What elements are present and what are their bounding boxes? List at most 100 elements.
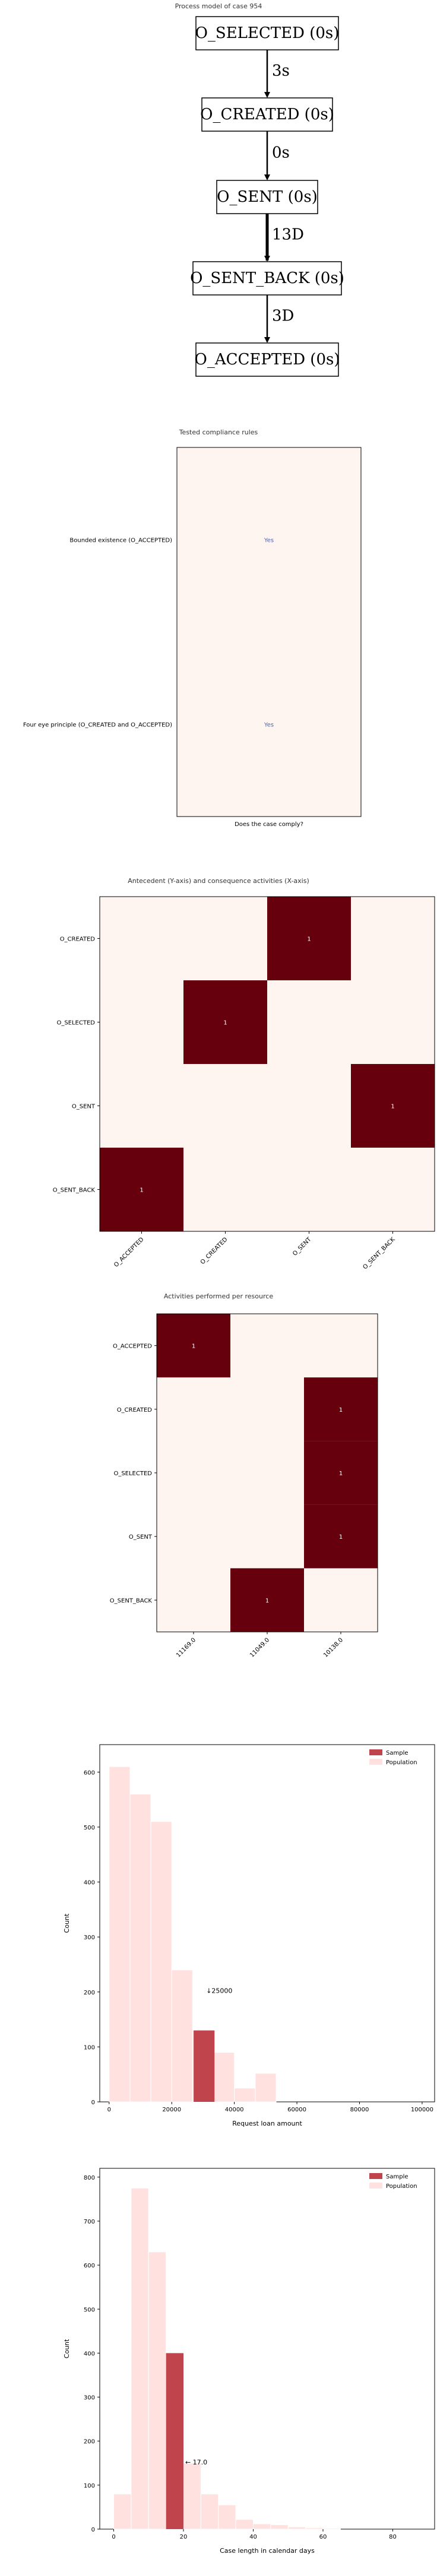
resource-col-label: 11169.0 [175, 1637, 197, 1659]
resource-cell-value: 1 [339, 1470, 343, 1477]
length-population-bar [200, 2494, 219, 2530]
length-x-tick-label: 20 [180, 2534, 188, 2540]
antecedent-col-label: O_SENT [292, 1236, 313, 1257]
resource-cell [157, 1314, 230, 1378]
loan-y-tick-label: 200 [84, 1990, 95, 1996]
length-population-bar [218, 2504, 236, 2530]
antecedent-title: Antecedent (Y-axis) and consequence acti… [128, 877, 309, 885]
loan-y-label: Count [63, 1913, 71, 1933]
loan-population-bar [150, 1821, 172, 2102]
resource-cell [304, 1504, 378, 1568]
antecedent-frame [99, 896, 435, 1232]
loan-legend-label: Sample [386, 1750, 408, 1756]
compliance-row-label: Four eye principle (O_CREATED and O_ACCE… [23, 722, 172, 729]
antecedent-cell-value: 1 [307, 936, 311, 943]
length-y-tick-label: 500 [84, 2307, 95, 2313]
antecedent-cell [100, 1148, 183, 1231]
compliance-title: Tested compliance rules [179, 428, 258, 436]
process-node-label: O_ACCEPTED (0s) [195, 351, 340, 369]
antecedent-col-label: O_CREATED [200, 1236, 229, 1266]
length-sample-bar [166, 2353, 183, 2529]
length-y-tick-label: 300 [84, 2395, 95, 2402]
process-edge-label: 3s [272, 62, 290, 80]
length-y-tick-label: 0 [91, 2527, 95, 2533]
process-node-box [195, 16, 339, 50]
process-node-label: O_SELECTED (0s) [195, 24, 340, 42]
length-legend-swatch-population [369, 2183, 382, 2189]
length-population-bar [183, 2463, 201, 2530]
antecedent-row-label: O_SELECTED [56, 1020, 95, 1027]
loan-legend-swatch-sample [369, 1749, 382, 1755]
process-node-box [192, 261, 342, 296]
compliance-cell-value: Yes [264, 722, 274, 729]
loan-x-tick-label: 80000 [350, 2107, 369, 2113]
resource-cell [230, 1568, 304, 1632]
compliance-plot-area [176, 447, 362, 817]
resource-row-label: O_SENT [129, 1534, 153, 1540]
process-node-label: O_CREATED (0s) [200, 106, 334, 123]
length-population-bar [253, 2523, 271, 2530]
length-x-label: Case length in calendar days [220, 2547, 315, 2555]
loan-legend-swatch-population [369, 1759, 382, 1765]
loan-population-bar [109, 1766, 131, 2102]
resource-row-label: O_SELECTED [113, 1470, 152, 1477]
length-y-tick-label: 400 [84, 2351, 95, 2357]
resource-row-label: O_CREATED [117, 1407, 153, 1414]
resource-row-label: O_SENT_BACK [110, 1597, 153, 1604]
resource-cell-value: 1 [339, 1407, 343, 1414]
loan-legend-label: Population [386, 1759, 417, 1766]
length-legend-label: Population [386, 2183, 417, 2190]
resource-cell-value: 1 [265, 1597, 269, 1604]
antecedent-cell [267, 897, 351, 980]
loan-y-tick-label: 600 [84, 1770, 95, 1776]
antecedent-row-label: O_SENT [72, 1104, 96, 1110]
loan-y-tick-label: 400 [84, 1880, 95, 1886]
process-edge-label: 0s [272, 144, 290, 162]
length-y-tick-label: 100 [84, 2483, 95, 2489]
length-x-tick-label: 60 [319, 2534, 327, 2540]
compliance-x-label: Does the case comply? [235, 821, 303, 828]
antecedent-cell-value: 1 [391, 1104, 394, 1110]
antecedent-row-label: O_SENT_BACK [53, 1187, 96, 1194]
loan-sample-bar [194, 2030, 215, 2102]
process-node-label: O_SENT_BACK (0s) [190, 269, 344, 287]
length-x-tick-label: 80 [389, 2534, 397, 2540]
length-population-bar [235, 2519, 254, 2530]
loan-x-tick-label: 20000 [162, 2107, 181, 2113]
process-node-box [195, 342, 339, 377]
loan-x-tick-label: 100000 [411, 2107, 433, 2113]
length-legend-label: Sample [386, 2174, 408, 2180]
loan-y-tick-label: 500 [84, 1825, 95, 1831]
compliance-cell-value: Yes [264, 538, 274, 544]
compliance-row-label: Bounded existence (O_ACCEPTED) [69, 538, 172, 544]
resource-cell-value: 1 [339, 1534, 343, 1540]
process-node-label: O_SENT (0s) [217, 188, 318, 206]
antecedent-col-label: O_SENT_BACK [362, 1236, 396, 1270]
loan-x-tick-label: 40000 [225, 2107, 244, 2113]
resource-title: Activities performed per resource [163, 1292, 274, 1300]
loan-annotation: ↓25000 [206, 1987, 232, 1995]
length-legend-swatch-sample [369, 2173, 382, 2179]
loan-population-bar [213, 2052, 235, 2102]
compliance-chart: Bounded existence (O_ACCEPTED) Yes Four ey… [23, 447, 362, 828]
antecedent-col-label: O_ACCEPTED [113, 1236, 145, 1269]
loan-population-bar [171, 1970, 193, 2102]
length-population-bar [270, 2524, 289, 2530]
process-model-title: Process model of case 954 [175, 2, 262, 10]
antecedent-heatmap: 1 1 1 1 O_CREATED O_SELECTED O_SENT O_SENT_BACK… [53, 896, 435, 1270]
length-y-tick-label: 800 [84, 2175, 95, 2181]
length-annotation: ← 17.0 [185, 2459, 207, 2466]
loan-y-tick-label: 0 [91, 2099, 95, 2106]
resource-col-label: 11049.0 [249, 1637, 271, 1659]
process-edge-label: 13D [272, 226, 304, 244]
loan-x-tick-label: 60000 [287, 2107, 306, 2113]
loan-x-label: Request loan amount [232, 2120, 302, 2127]
length-x-tick-label: 0 [112, 2534, 115, 2540]
antecedent-cell-value: 1 [223, 1020, 227, 1027]
length-y-label: Count [63, 2339, 71, 2358]
resource-heatmap: 1 1 1 1 1 O_ACCEPTED O_CREATED O_SELECTED O_SENT… [110, 1313, 378, 1659]
length-x-tick-label: 40 [249, 2534, 257, 2540]
process-edge-label: 3D [272, 307, 294, 325]
loan-y-tick-label: 300 [84, 1935, 95, 1941]
